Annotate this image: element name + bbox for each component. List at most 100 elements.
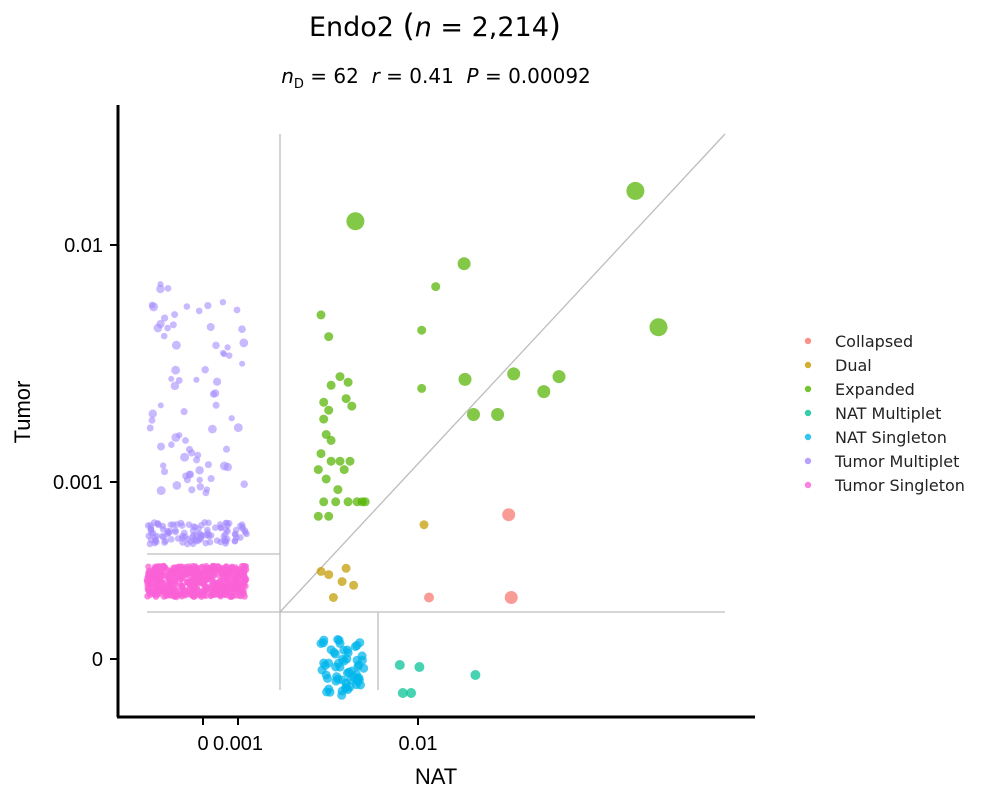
- point-tumor-multiplet: [239, 360, 246, 367]
- point-tumor-singleton: [213, 580, 221, 587]
- point-tumor-multiplet: [171, 365, 180, 375]
- point-expanded: [326, 435, 336, 445]
- point-expanded: [313, 465, 323, 475]
- point-expanded: [313, 511, 323, 521]
- y-tick-label: 0.001: [53, 472, 103, 494]
- y-axis-label: Tumor: [10, 381, 35, 444]
- point-tumor-singleton: [223, 585, 230, 592]
- point-tumor-multiplet: [166, 527, 174, 535]
- axes: [116, 105, 755, 719]
- point-tumor-multiplet: [208, 424, 217, 434]
- point-tumor-multiplet: [217, 524, 225, 532]
- point-tumor-singleton: [213, 586, 221, 593]
- legend-label: Tumor Singleton: [834, 476, 965, 495]
- point-tumor-singleton: [184, 579, 191, 586]
- point-tumor-multiplet: [164, 324, 171, 332]
- point-dual: [337, 577, 347, 587]
- point-tumor-singleton: [192, 566, 199, 573]
- point-expanded: [333, 485, 343, 495]
- point-tumor-multiplet: [168, 536, 175, 543]
- point-expanded: [326, 380, 336, 390]
- point-tumor-multiplet: [207, 475, 215, 483]
- point-tumor-multiplet: [193, 376, 200, 383]
- point-tumor-multiplet: [168, 375, 175, 382]
- point-expanded: [341, 394, 351, 404]
- point-nat-singleton: [355, 638, 365, 648]
- legend-marker: [804, 337, 812, 345]
- point-tumor-multiplet: [156, 284, 165, 294]
- point-tumor-singleton: [171, 568, 178, 575]
- point-expanded: [324, 511, 334, 521]
- point-tumor-singleton: [171, 587, 178, 595]
- point-tumor-multiplet: [204, 301, 212, 310]
- point-expanded: [649, 318, 668, 337]
- point-tumor-singleton: [238, 573, 245, 580]
- point-tumor-multiplet: [206, 323, 215, 331]
- point-tumor-multiplet: [212, 341, 220, 350]
- point-tumor-multiplet: [203, 486, 211, 493]
- point-tumor-singleton: [147, 582, 154, 589]
- legend-marker: [804, 481, 812, 489]
- point-tumor-singleton: [242, 583, 249, 590]
- point-tumor-multiplet: [160, 462, 167, 469]
- point-expanded: [319, 397, 329, 407]
- point-tumor-multiplet: [183, 303, 191, 310]
- guide-lines: [147, 133, 726, 690]
- point-tumor-singleton: [175, 564, 182, 572]
- legend-label: NAT Singleton: [835, 428, 947, 447]
- point-tumor-singleton: [231, 584, 239, 592]
- point-tumor-multiplet: [224, 344, 231, 351]
- point-dual: [316, 566, 326, 576]
- point-tumor-multiplet: [219, 298, 227, 306]
- point-nat-singleton: [329, 648, 339, 657]
- point-tumor-multiplet: [148, 409, 157, 418]
- point-tumor-singleton: [155, 571, 163, 578]
- point-tumor-singleton: [199, 591, 206, 599]
- point-expanded: [319, 414, 329, 424]
- point-tumor-multiplet: [212, 401, 220, 409]
- x-tick-label: 0.01: [399, 733, 438, 755]
- point-dual: [324, 570, 334, 580]
- point-expanded: [417, 383, 427, 393]
- point-expanded: [324, 332, 334, 342]
- point-tumor-multiplet: [225, 352, 233, 359]
- point-tumor-multiplet: [219, 461, 229, 471]
- point-expanded: [319, 497, 329, 507]
- point-tumor-singleton: [189, 582, 196, 589]
- point-nat-multiplet: [397, 688, 408, 698]
- point-tumor-multiplet: [190, 531, 197, 539]
- point-tumor-singleton: [223, 563, 230, 570]
- point-expanded: [347, 401, 357, 411]
- point-tumor-singleton: [223, 579, 231, 587]
- x-tick-label: 0: [197, 733, 208, 755]
- point-tumor-multiplet: [148, 416, 156, 424]
- data-points: [143, 181, 668, 700]
- legend-label: Tumor Multiplet: [834, 452, 959, 471]
- point-tumor-multiplet: [228, 415, 235, 422]
- point-tumor-singleton: [208, 569, 216, 577]
- point-tumor-singleton: [185, 563, 193, 570]
- point-collapsed: [424, 592, 434, 603]
- point-tumor-multiplet: [171, 311, 179, 319]
- point-tumor-multiplet: [201, 519, 208, 526]
- identity-diagonal-line: [279, 133, 726, 613]
- point-tumor-singleton: [180, 588, 187, 595]
- x-tick-label: 0.001: [213, 733, 263, 755]
- chart-subtitle: nD = 62 r = 0.41 P = 0.00092: [281, 64, 591, 92]
- point-tumor-multiplet: [239, 338, 249, 348]
- point-expanded: [458, 372, 472, 386]
- point-expanded: [321, 474, 331, 484]
- point-tumor-singleton: [152, 587, 159, 595]
- point-tumor-multiplet: [152, 537, 159, 544]
- point-nat-singleton: [337, 675, 347, 685]
- legend-marker: [804, 433, 812, 441]
- point-tumor-multiplet: [211, 389, 220, 398]
- point-tumor-multiplet: [238, 521, 246, 528]
- point-tumor-multiplet: [157, 402, 164, 409]
- point-tumor-multiplet: [171, 433, 181, 442]
- point-expanded: [343, 377, 353, 387]
- point-tumor-multiplet: [159, 532, 166, 540]
- point-tumor-singleton: [145, 563, 152, 570]
